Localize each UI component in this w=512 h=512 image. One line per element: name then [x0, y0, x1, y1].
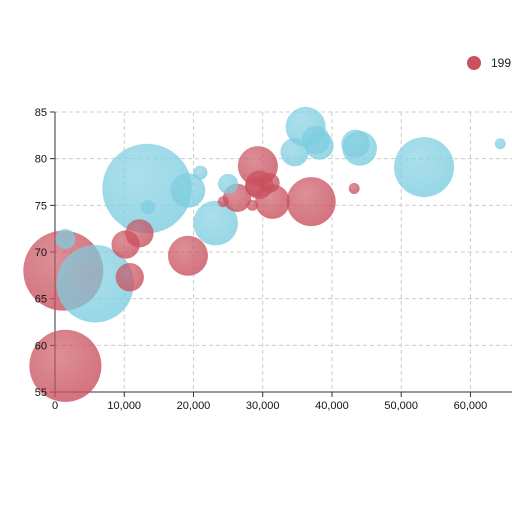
tick-labels: 0 10,000 20,000 30,000 40,000 50,000 60,000 55 6…: [35, 107, 488, 412]
bubble-point[interactable]: [286, 177, 336, 227]
bubble-point[interactable]: [115, 263, 144, 292]
legend-label[interactable]: 199: [491, 56, 511, 70]
bubble-point[interactable]: [246, 199, 258, 211]
bubble-point[interactable]: [217, 196, 229, 208]
y-tick-label: 75: [35, 200, 47, 212]
bubble-point[interactable]: [218, 173, 239, 194]
bubble-point[interactable]: [394, 137, 455, 198]
y-tick-label: 60: [35, 340, 47, 352]
y-tick-label: 55: [35, 387, 47, 399]
x-tick-label: 50,000: [384, 400, 418, 412]
y-tick-label: 65: [35, 294, 47, 306]
bubble-point[interactable]: [125, 219, 154, 248]
bubble-point[interactable]: [29, 329, 102, 402]
bubble-point[interactable]: [167, 235, 208, 276]
legend[interactable]: 199: [467, 56, 511, 70]
bubble-point[interactable]: [193, 165, 208, 180]
bubble-point[interactable]: [280, 137, 309, 167]
legend-marker[interactable]: [467, 56, 481, 70]
y-tick-label: 70: [35, 247, 47, 259]
x-tick-label: 40,000: [315, 400, 349, 412]
y-tick-label: 80: [35, 154, 47, 166]
x-tick-label: 30,000: [246, 400, 280, 412]
bubble-point[interactable]: [102, 143, 192, 234]
bubble-point[interactable]: [494, 138, 506, 150]
bubble-point[interactable]: [348, 183, 360, 195]
x-tick-label: 10,000: [107, 400, 141, 412]
bubble-point[interactable]: [341, 129, 370, 158]
bubble-point[interactable]: [55, 228, 76, 249]
bubble-point[interactable]: [193, 200, 239, 246]
plot-area: [23, 106, 506, 402]
x-tick-label: 0: [52, 400, 58, 412]
bubble-point[interactable]: [56, 245, 134, 323]
bubble-point[interactable]: [170, 173, 206, 208]
bubble-point[interactable]: [140, 200, 155, 215]
x-tick-label: 20,000: [177, 400, 211, 412]
bubble-point[interactable]: [259, 172, 280, 193]
bubble-point[interactable]: [305, 131, 334, 160]
x-tick-label: 60,000: [454, 400, 488, 412]
y-tick-label: 85: [35, 107, 47, 119]
